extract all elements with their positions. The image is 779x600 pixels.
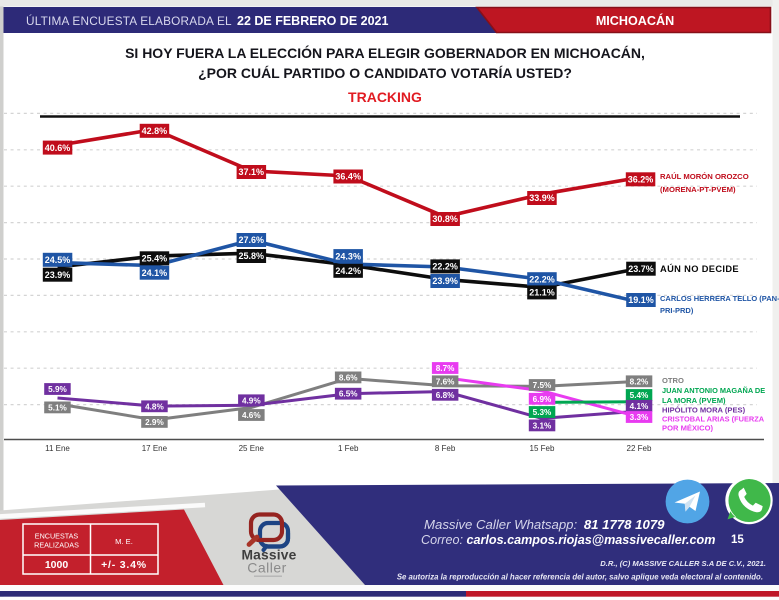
svg-text:7.5%: 7.5%	[533, 381, 552, 390]
svg-text:36.2%: 36.2%	[628, 175, 654, 185]
svg-text:24.1%: 24.1%	[142, 268, 168, 278]
svg-text:25.4%: 25.4%	[142, 254, 168, 264]
svg-text:5.4%: 5.4%	[630, 391, 649, 400]
svg-text:22.2%: 22.2%	[529, 274, 555, 284]
svg-text:5.3%: 5.3%	[533, 408, 552, 417]
svg-text:1000: 1000	[45, 559, 69, 571]
svg-text:25 Ene: 25 Ene	[239, 444, 265, 453]
svg-text:ÚLTIMA ENCUESTA ELABORADA EL: ÚLTIMA ENCUESTA ELABORADA EL	[26, 14, 232, 28]
svg-text:23.9%: 23.9%	[45, 270, 71, 280]
svg-text:Correo: carlos.campos.riojas@m: Correo: carlos.campos.riojas@massivecall…	[421, 533, 715, 547]
svg-text:8.6%: 8.6%	[339, 373, 358, 382]
svg-text:REALIZADAS: REALIZADAS	[34, 541, 79, 550]
svg-text:7.6%: 7.6%	[436, 377, 455, 386]
svg-text:Caller: Caller	[247, 560, 287, 576]
svg-text:HIPÓLITO MORA (PES): HIPÓLITO MORA (PES)	[662, 406, 746, 415]
svg-text:22.2%: 22.2%	[432, 262, 458, 272]
svg-text:MICHOACÁN: MICHOACÁN	[596, 13, 674, 28]
svg-text:TRACKING: TRACKING	[348, 89, 422, 105]
svg-text:6.5%: 6.5%	[339, 390, 358, 399]
svg-text:PRI-PRD): PRI-PRD)	[660, 306, 694, 315]
svg-text:Se autoriza la reproducción al: Se autoriza la reproducción al hacer ref…	[397, 573, 763, 582]
svg-text:8 Feb: 8 Feb	[435, 444, 456, 453]
svg-text:36.4%: 36.4%	[335, 172, 361, 182]
svg-text:POR MÉXICO): POR MÉXICO)	[662, 424, 714, 433]
svg-text:1 Feb: 1 Feb	[338, 444, 359, 453]
svg-text:2.9%: 2.9%	[145, 418, 164, 427]
svg-text:40.6%: 40.6%	[45, 143, 71, 153]
svg-text:RAÚL MORÓN OROZCO: RAÚL MORÓN OROZCO	[660, 172, 749, 181]
svg-text:CRISTOBAL ARIAS (FUERZA: CRISTOBAL ARIAS (FUERZA	[662, 415, 765, 424]
svg-text:33.9%: 33.9%	[529, 193, 555, 203]
svg-text:OTRO: OTRO	[662, 376, 684, 385]
svg-text:22 Feb: 22 Feb	[627, 444, 652, 453]
svg-text:3.3%: 3.3%	[630, 413, 649, 422]
svg-text:24.5%: 24.5%	[45, 255, 71, 265]
svg-text:27.6%: 27.6%	[239, 235, 265, 245]
svg-text:8.7%: 8.7%	[436, 364, 455, 373]
svg-text:4.6%: 4.6%	[242, 411, 261, 420]
svg-text:6.8%: 6.8%	[436, 391, 455, 400]
svg-text:AÚN NO DECIDE: AÚN NO DECIDE	[660, 263, 739, 274]
svg-text:24.3%: 24.3%	[335, 251, 361, 261]
svg-text:6.9%: 6.9%	[533, 395, 552, 404]
svg-text:24.2%: 24.2%	[335, 266, 361, 276]
svg-text:5.1%: 5.1%	[48, 403, 67, 412]
svg-text:4.8%: 4.8%	[145, 402, 164, 411]
svg-text:4.9%: 4.9%	[242, 396, 261, 405]
svg-text:Massive: Massive	[241, 548, 296, 563]
svg-text:ENCUESTAS: ENCUESTAS	[35, 532, 79, 541]
svg-text:JUAN ANTONIO MAGAÑA DE: JUAN ANTONIO MAGAÑA DE	[662, 386, 765, 395]
svg-text:CARLOS HERRERA TELLO (PAN-: CARLOS HERRERA TELLO (PAN-	[660, 294, 779, 303]
svg-text:¿POR CUÁL PARTIDO O CANDIDATO: ¿POR CUÁL PARTIDO O CANDIDATO VOTARÍA US…	[198, 65, 572, 81]
svg-text:(MORENA-PT-PVEM): (MORENA-PT-PVEM)	[660, 185, 736, 194]
svg-text:4.1%: 4.1%	[630, 402, 649, 411]
svg-text:37.1%: 37.1%	[239, 167, 265, 177]
svg-text:SI HOY FUERA LA ELECCIÓN PARA: SI HOY FUERA LA ELECCIÓN PARA ELEGIR GOB…	[125, 44, 645, 61]
svg-text:23.9%: 23.9%	[432, 276, 458, 286]
svg-text:15 Feb: 15 Feb	[530, 444, 555, 453]
svg-text:M. E.: M. E.	[115, 537, 133, 546]
svg-text:17 Ene: 17 Ene	[142, 444, 168, 453]
svg-text:21.1%: 21.1%	[529, 288, 555, 298]
svg-text:8.2%: 8.2%	[630, 377, 649, 386]
svg-text:15: 15	[731, 534, 744, 546]
svg-text:23.7%: 23.7%	[628, 264, 654, 274]
svg-text:30.8%: 30.8%	[432, 214, 458, 224]
svg-text:LA MORA (PVEM): LA MORA (PVEM)	[662, 396, 726, 405]
svg-text:+/- 3.4%: +/- 3.4%	[101, 559, 147, 571]
svg-text:D.R., (C) MASSIVE CALLER S.A D: D.R., (C) MASSIVE CALLER S.A DE C.V., 20…	[600, 559, 766, 568]
svg-text:25.8%: 25.8%	[239, 251, 265, 261]
svg-text:22 DE FEBRERO DE 2021: 22 DE FEBRERO DE 2021	[237, 14, 388, 28]
svg-text:11 Ene: 11 Ene	[45, 444, 70, 453]
svg-text:3.1%: 3.1%	[533, 421, 552, 430]
svg-text:5.9%: 5.9%	[48, 385, 67, 394]
svg-text:42.8%: 42.8%	[142, 126, 168, 136]
svg-text:19.1%: 19.1%	[628, 295, 654, 305]
svg-text:Massive Caller Whatsapp: 81 17: Massive Caller Whatsapp: 81 1778 1079	[424, 517, 665, 532]
